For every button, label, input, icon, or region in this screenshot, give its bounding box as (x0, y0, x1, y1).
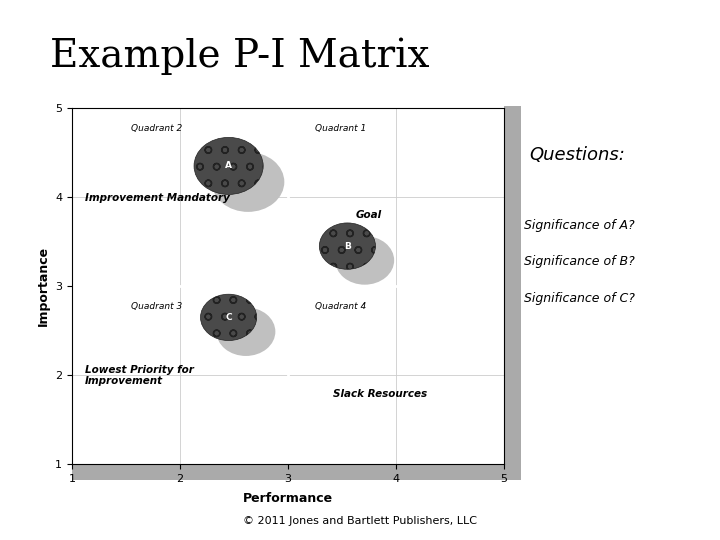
Text: Significance of C?: Significance of C? (524, 292, 635, 305)
Text: Lowest Priority for
Improvement: Lowest Priority for Improvement (85, 364, 194, 386)
Ellipse shape (217, 307, 275, 356)
Text: © 2011 Jones and Bartlett Publishers, LLC: © 2011 Jones and Bartlett Publishers, LL… (243, 516, 477, 526)
Text: Improvement Mandatory: Improvement Mandatory (85, 193, 230, 202)
Text: B: B (344, 241, 351, 251)
Text: Goal: Goal (356, 211, 382, 220)
Text: C: C (225, 313, 232, 322)
Text: Quadrant 3: Quadrant 3 (131, 302, 183, 311)
Ellipse shape (200, 294, 256, 341)
Text: Quadrant 2: Quadrant 2 (131, 124, 183, 133)
Text: Significance of B?: Significance of B? (524, 255, 635, 268)
Ellipse shape (336, 236, 394, 285)
Text: A: A (225, 161, 232, 171)
Ellipse shape (194, 137, 264, 194)
Ellipse shape (319, 223, 375, 269)
Text: Questions:: Questions: (529, 146, 625, 164)
X-axis label: Performance: Performance (243, 492, 333, 505)
Ellipse shape (212, 152, 284, 212)
Text: Quadrant 4: Quadrant 4 (315, 302, 366, 311)
Text: Quadrant 1: Quadrant 1 (315, 124, 366, 133)
FancyBboxPatch shape (504, 106, 521, 481)
FancyBboxPatch shape (72, 464, 520, 481)
Y-axis label: Importance: Importance (37, 246, 50, 326)
Text: Example P-I Matrix: Example P-I Matrix (50, 38, 430, 75)
Text: Significance of A?: Significance of A? (524, 219, 635, 232)
Text: Slack Resources: Slack Resources (333, 389, 427, 399)
